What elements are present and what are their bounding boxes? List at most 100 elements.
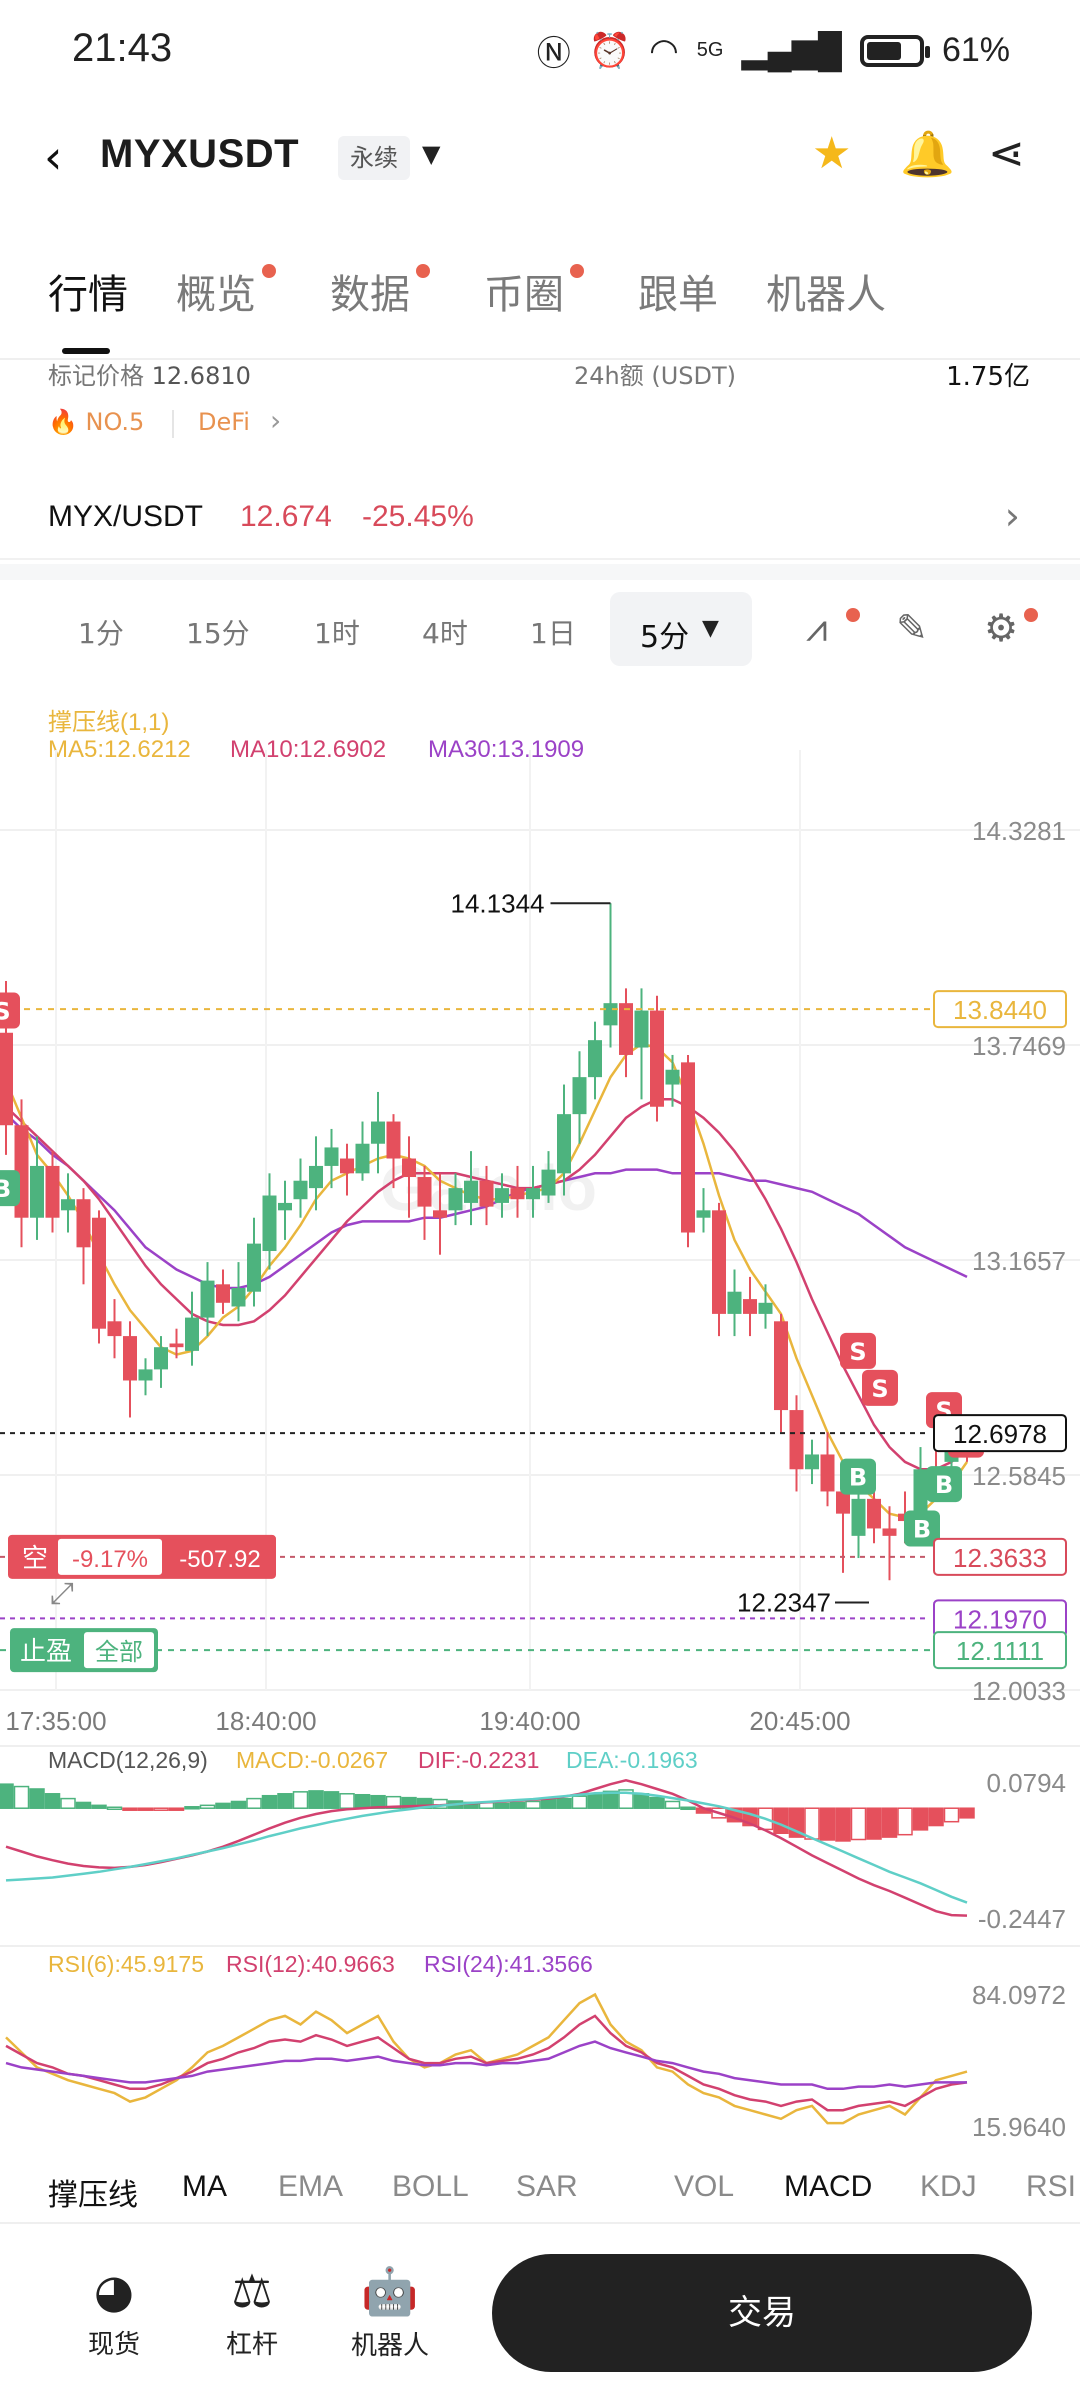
candle-body [371,1121,385,1144]
indicator-macd[interactable]: MACD [784,2170,873,2203]
nav-robot[interactable]: 🤖 机器人 [340,2264,440,2362]
pair-row[interactable]: MYX/USDT 12.674 -25.45% › [0,480,1080,560]
chart-settings-gear-icon[interactable]: ⚙ [984,606,1019,650]
price-axis-label: 14.3281 [972,816,1066,846]
indicator-vol[interactable]: VOL [674,2170,735,2203]
macd-bar [277,1793,293,1809]
macd-bar [44,1793,61,1809]
candle-body [417,1177,432,1207]
candle-body [340,1158,354,1174]
macd-bar [137,1807,154,1811]
pair-name: MYX/USDT [48,500,204,533]
buy-marker-label: B [935,1471,953,1499]
timeframe-1h[interactable]: 1时 [314,617,360,650]
timeframe-selected-box[interactable] [610,592,752,666]
candle-body [526,1188,540,1200]
tab-community[interactable]: 币圈 [484,272,564,318]
tab-copy-trade[interactable]: 跟单 [638,272,718,318]
volume-value: 1.75亿 [946,362,1030,392]
nav-spot-label: 现货 [87,2330,140,2360]
candle-body [123,1336,137,1381]
nav-robot-label: 机器人 [350,2331,429,2361]
chevron-right-icon[interactable]: › [270,404,282,437]
pair-change: -25.45% [362,500,474,533]
resistance-tag: 13.8440 [953,995,1047,1025]
fire-icon: 🔥 [48,408,78,436]
candle-body [386,1121,401,1159]
macd-bar [525,1800,541,1809]
tab-market[interactable]: 行情 [48,272,128,318]
buy-marker-label: B [913,1515,931,1543]
contract-dropdown-icon[interactable]: ▼ [422,140,441,168]
candle-body [867,1498,881,1529]
macd-bar [168,1807,185,1811]
candle-body [402,1158,416,1178]
timeframe-selected[interactable]: 5分 [640,620,690,655]
nav-margin[interactable]: ⚖ 杠杆 [202,2264,302,2361]
position-side: 空 [22,1544,48,1574]
candle-body [185,1317,199,1351]
rsi6-value: RSI(6):45.9175 [48,1951,204,1977]
indicator-ema[interactable]: EMA [278,2170,344,2203]
macd-bar [0,1783,14,1809]
rsi6-line [5,1992,968,2125]
macd-bar [819,1807,836,1841]
chart-canvas[interactable]: Gate.io SBSSBSSBB 14.328113.746913.16571… [0,690,1080,2150]
macd-bar [29,1788,45,1809]
timeframe-1d[interactable]: 1日 [530,617,576,650]
spot-icon: ◕ [93,2264,135,2318]
sector-badge[interactable]: DeFi [198,408,250,436]
ma5-line [4,1042,969,1519]
back-icon[interactable]: ‹ [44,130,63,184]
timeframe-1m[interactable]: 1分 [78,617,124,650]
price-alert-bell-icon[interactable]: 🔔 [900,129,955,180]
trade-button[interactable]: 交易 [492,2254,1032,2372]
candle-body [603,1003,618,1026]
indicator-ma[interactable]: MA [182,2170,227,2203]
indicator-dot [846,608,860,622]
share-icon[interactable]: ⋖ [988,128,1025,179]
position-price-tag-box [933,1537,1067,1576]
indicator-sar[interactable]: SAR [516,2170,578,2203]
timeframe-dropdown-icon[interactable]: ▼ [702,616,719,641]
tab-overview[interactable]: 概览 [176,272,256,318]
status-bar: 21:43 Ⓝ ⏰ ◠ 5G ▂▄▆█ 61% [0,0,1080,100]
macd-bar [835,1807,851,1842]
indicator-chart-icon[interactable]: ⩘ [806,606,828,650]
macd-bar [385,1795,402,1809]
indicator-row: 撑压线 MA EMA BOLL SAR VOL MACD KDJ RSI [0,2160,1080,2222]
rsi12-value: RSI(12):40.9663 [226,1951,395,1977]
contract-type-badge[interactable]: 永续 [338,136,410,180]
legend-ma30: MA30:13.1909 [428,736,585,763]
bottom-nav: ◕ 现货 ⚖ 杠杆 🤖 机器人 交易 [0,2222,1080,2400]
tab-data[interactable]: 数据 [330,272,410,318]
rsi12-line [5,2014,968,2112]
macd-bar [571,1795,588,1809]
nav-spot[interactable]: ◕ 现货 [64,2264,164,2361]
candle-body [619,1003,633,1055]
chevron-right-icon[interactable]: › [1004,494,1020,538]
macd-bar [494,1802,510,1809]
indicator-kdj[interactable]: KDJ [920,2170,977,2203]
macd-bar [230,1800,247,1809]
macd-bar [13,1785,30,1809]
macd-bar [215,1802,231,1809]
indicator-support[interactable]: 撑压线 [48,2179,138,2212]
tab-bots[interactable]: 机器人 [766,272,886,318]
rank-badge[interactable]: 🔥 NO.5 [48,408,144,436]
dif-value: DIF:-0.2231 [418,1747,539,1773]
candle-body [696,1210,711,1218]
macd-bar [354,1793,371,1809]
kline-chart[interactable]: 撑压线(1,1) MA5:12.6212 MA10:12.6902 MA30:1… [0,690,1080,2150]
macd-bar [850,1807,867,1841]
indicator-boll[interactable]: BOLL [392,2170,469,2203]
candle-body [30,1165,44,1218]
drawing-pen-icon[interactable]: ✎ [896,606,928,650]
buy-marker-label: B [849,1464,867,1492]
favorite-star-icon[interactable]: ★ [812,128,852,179]
timeframe-15m[interactable]: 15分 [186,617,250,650]
candle-body [76,1199,91,1248]
indicator-rsi[interactable]: RSI [1026,2170,1077,2203]
timeframe-4h[interactable]: 4时 [422,617,468,650]
pair-price: 12.674 [240,500,332,533]
